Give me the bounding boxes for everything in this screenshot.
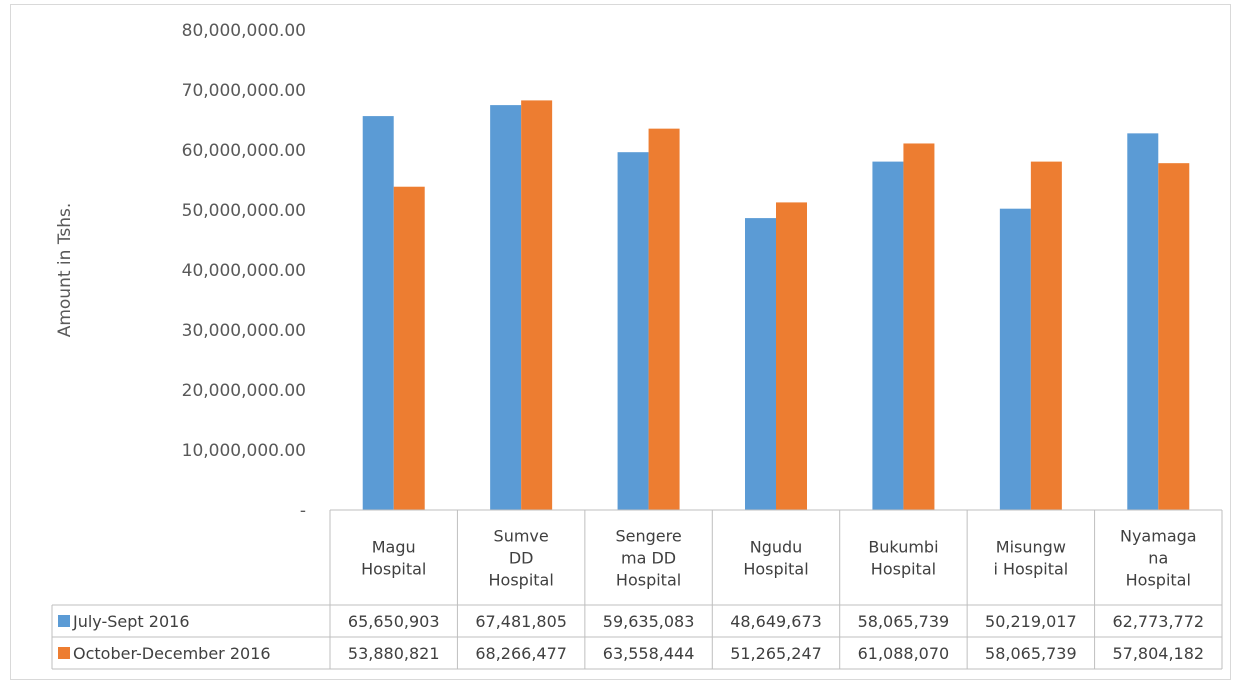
data-table-value: 63,558,444 [603,644,695,663]
chart-frame [10,4,1231,680]
category-label: Hospital [743,560,808,579]
category-label: Misungw [996,538,1066,557]
category-label: Nyamaga [1120,527,1197,546]
bar-oct-dec [393,186,425,510]
bar-oct-dec [521,100,553,511]
legend-label: October-December 2016 [73,644,271,663]
y-tick-label: 70,000,000.00 [182,81,306,101]
bar-july-sept [745,218,776,510]
y-tick-label: 20,000,000.00 [182,381,306,401]
data-table-value: 67,481,805 [475,612,567,631]
y-tick-label: 30,000,000.00 [182,321,306,341]
category-label: na [1148,549,1168,568]
category-label: Magu [372,538,416,557]
bar-july-sept [362,116,394,511]
data-table-value: 59,635,083 [603,612,695,631]
bar-oct-dec [1158,163,1190,510]
data-table-value: 53,880,821 [348,644,440,663]
category-label: Hospital [1126,571,1191,590]
bar-july-sept [1127,133,1159,510]
legend-swatch [58,615,70,627]
data-table-value: 58,065,739 [985,644,1077,663]
bar-oct-dec [1030,161,1062,510]
data-table-value: 65,650,903 [348,612,440,631]
bar-july-sept [999,208,1031,510]
data-table-value: 51,265,247 [730,644,822,663]
data-table-value: 62,773,772 [1112,612,1204,631]
category-label: DD [509,549,534,568]
data-table-value: 48,649,673 [730,612,822,631]
y-tick-label: - [300,501,306,521]
data-table-value: 57,804,182 [1112,644,1204,663]
category-label: Ngudu [750,538,803,557]
category-label: i Hospital [993,560,1068,579]
category-label: Sengere [615,527,681,546]
data-table-value: 68,266,477 [475,644,567,663]
legend-swatch [58,647,70,659]
y-tick-label: 10,000,000.00 [182,441,306,461]
category-label: Bukumbi [868,538,938,557]
data-table-value: 58,065,739 [858,612,950,631]
bar-july-sept [872,161,904,510]
bar-oct-dec [648,128,680,510]
bar-july-sept [617,152,649,510]
legend-label: July-Sept 2016 [72,612,190,631]
category-label: Hospital [361,560,426,579]
y-axis-title: Amount in Tshs. [55,203,75,338]
data-table-value: 50,219,017 [985,612,1077,631]
bar-oct-dec [776,202,807,511]
y-tick-label: 50,000,000.00 [182,201,306,221]
category-label: ma DD [621,549,676,568]
bar-oct-dec [903,143,935,511]
category-label: Hospital [871,560,936,579]
y-tick-label: 60,000,000.00 [182,141,306,161]
data-table-value: 61,088,070 [858,644,950,663]
y-tick-label: 40,000,000.00 [182,261,306,281]
category-label: Sumve [494,527,549,546]
bar-july-sept [490,105,522,511]
y-tick-label: 80,000,000.00 [182,21,306,41]
category-label: Hospital [489,571,554,590]
category-label: Hospital [616,571,681,590]
